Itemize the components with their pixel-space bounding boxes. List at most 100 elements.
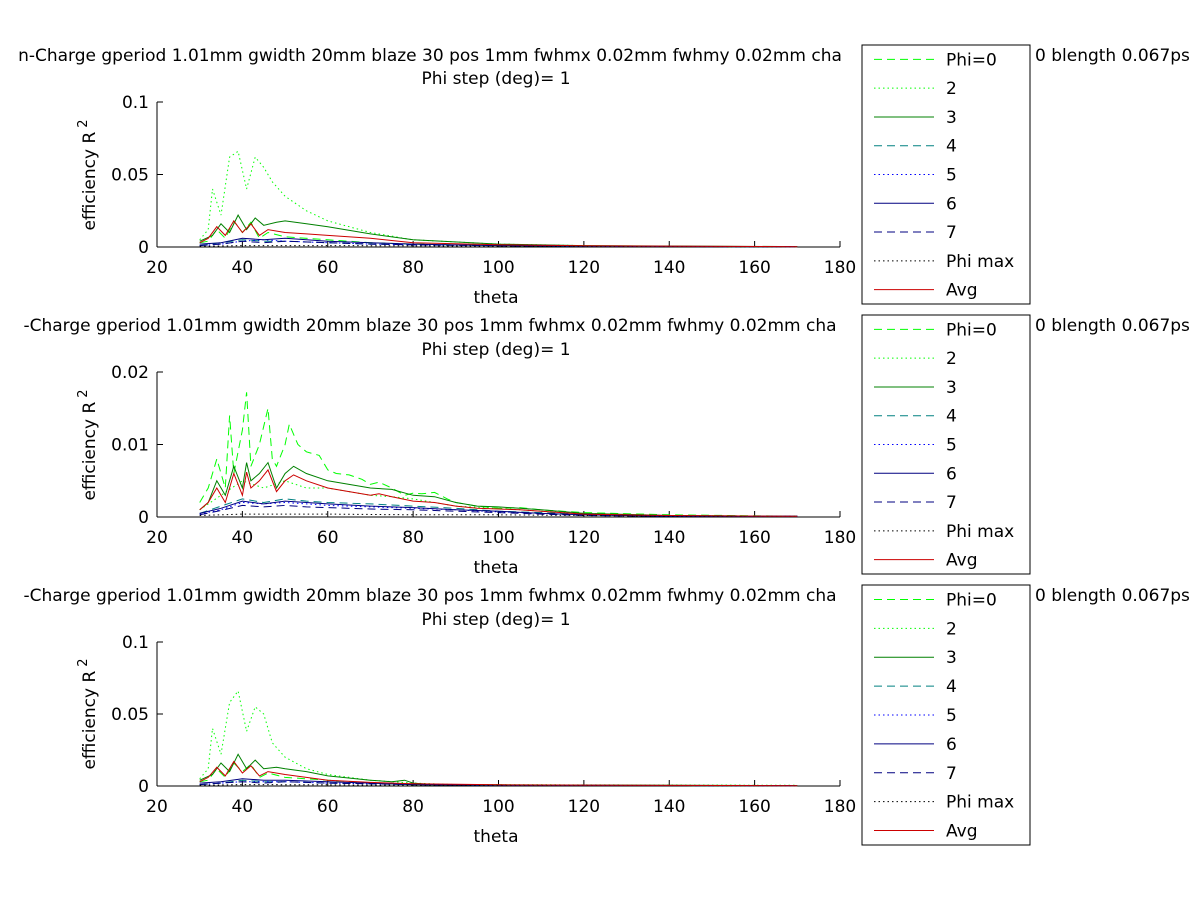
subplot-1-title-line2: Phi step (deg)= 1 <box>421 69 570 89</box>
series-line-7 <box>199 781 798 787</box>
legend-entry-label: Phi max <box>946 793 1014 813</box>
legend-entry-label: 2 <box>946 619 957 639</box>
legend-entry-label: 7 <box>946 764 957 784</box>
x-tick-label: 140 <box>653 797 685 817</box>
x-tick-label: 60 <box>317 528 339 548</box>
x-tick-label: 40 <box>232 528 254 548</box>
subplot-1-legend: Phi=0 2 3 4 5 6 7 Phi max Avg <box>861 44 1031 305</box>
legend-entry-label: Phi max <box>946 522 1014 542</box>
x-tick-label: 180 <box>824 258 856 278</box>
legend-box <box>861 314 1031 575</box>
series-line-2 <box>199 480 798 517</box>
legend-box <box>861 44 1031 305</box>
legend-entry-label: 2 <box>946 79 957 99</box>
series-line-avg <box>199 468 798 517</box>
x-tick-label: 120 <box>568 528 600 548</box>
subplot-2-ylabel-superscript: 2 <box>76 389 91 397</box>
legend-entry-label: 2 <box>946 349 957 369</box>
y-tick-label: 0 <box>138 777 149 797</box>
legend-entry-label: Phi max <box>946 252 1014 272</box>
subplot-2-plot-area: 20 40 60 80 100 120 140 160 180 0 0.01 0.02 <box>111 363 856 548</box>
subplot-1-ylabel-superscript: 2 <box>76 119 91 127</box>
subplot-3-title-tail-mask <box>1031 580 1200 610</box>
x-tick-label: 180 <box>824 528 856 548</box>
legend-entry-label: 3 <box>946 648 957 668</box>
x-tick-label: 60 <box>317 797 339 817</box>
x-tick-label: 20 <box>146 797 168 817</box>
series-line-3 <box>199 214 798 248</box>
legend-entry-label: Phi=0 <box>946 50 997 70</box>
subplot-2: -Charge gperiod 1.01mm gwidth 20mm blaze… <box>23 310 1200 578</box>
subplot-3-legend: Phi=0 2 3 4 5 6 7 Phi max Avg <box>861 584 1031 846</box>
legend-entry-label: 6 <box>946 464 957 484</box>
subplot-3-ylabel: efficiency R 2 <box>76 658 100 769</box>
x-tick-label: 140 <box>653 258 685 278</box>
x-tick-label: 20 <box>146 258 168 278</box>
series-line-phi-0 <box>199 762 798 787</box>
x-tick-label: 160 <box>738 528 770 548</box>
x-tick-label: 100 <box>482 528 514 548</box>
subplot-1-title-line1: n-Charge gperiod 1.01mm gwidth 20mm blaz… <box>18 46 842 66</box>
x-tick-label: 40 <box>232 258 254 278</box>
subplot-2-title-line1: -Charge gperiod 1.01mm gwidth 20mm blaze… <box>23 316 836 336</box>
subplot-3: -Charge gperiod 1.01mm gwidth 20mm blaze… <box>23 580 1200 847</box>
legend-box <box>861 584 1031 846</box>
legend-entry-label: Avg <box>946 281 978 301</box>
subplot-3-ylabel-superscript: 2 <box>76 658 91 666</box>
x-tick-label: 80 <box>402 258 424 278</box>
subplot-1-xlabel: theta <box>474 288 519 308</box>
legend-entry-label: 4 <box>946 407 957 427</box>
series-line-3 <box>199 461 798 517</box>
subplot-1-plot-area: 20 40 60 80 100 120 140 160 180 0 0.05 0.1 <box>111 93 856 278</box>
x-tick-label: 120 <box>568 258 600 278</box>
x-tick-label: 80 <box>402 797 424 817</box>
y-tick-label: 0 <box>138 508 149 528</box>
legend-entry-label: 7 <box>946 493 957 513</box>
subplot-3-plot-area: 20 40 60 80 100 120 140 160 180 0 0.05 0.1 <box>111 633 856 817</box>
legend-entry-label: 7 <box>946 223 957 243</box>
x-tick-label: 100 <box>482 797 514 817</box>
legend-entry-label: 6 <box>946 735 957 755</box>
subplot-3-title-tail: 0 blength 0.067ps <box>1035 586 1190 606</box>
legend-entry-label: Phi=0 <box>946 590 997 610</box>
series-line-avg <box>199 219 798 248</box>
series-line-6 <box>199 500 798 517</box>
x-tick-label: 60 <box>317 258 339 278</box>
subplot-1-ylabel: efficiency R 2 <box>76 119 100 230</box>
subplot-1-title-tail-mask <box>1031 40 1200 70</box>
subplot-1-title-tail: 0 blength 0.067ps <box>1035 46 1190 66</box>
legend-entry-label: 4 <box>946 677 957 697</box>
legend-entry-label: 4 <box>946 137 957 157</box>
subplot-2-title-line2: Phi step (deg)= 1 <box>421 340 570 360</box>
legend-entry-label: 5 <box>946 706 957 726</box>
x-tick-label: 80 <box>402 528 424 548</box>
legend-entry-label: Avg <box>946 551 978 571</box>
x-tick-label: 180 <box>824 797 856 817</box>
x-tick-label: 140 <box>653 528 685 548</box>
legend-entry-label: 5 <box>946 166 957 186</box>
x-tick-label: 20 <box>146 528 168 548</box>
legend-entry-label: Avg <box>946 822 978 842</box>
legend-entry-label: 6 <box>946 194 957 214</box>
legend-entry-label: 3 <box>946 108 957 128</box>
subplot-3-xlabel: theta <box>474 827 519 847</box>
series-line-phi-max <box>199 513 798 517</box>
series-line-avg <box>199 760 798 787</box>
x-tick-label: 100 <box>482 258 514 278</box>
subplot-1-ylabel-text: efficiency R <box>80 132 100 231</box>
subplot-2-legend: Phi=0 2 3 4 5 6 7 Phi max Avg <box>861 314 1031 575</box>
legend-entry-label: 5 <box>946 436 957 456</box>
subplot-3-ylabel-text: efficiency R <box>80 671 100 770</box>
subplot-3-title-line1: -Charge gperiod 1.01mm gwidth 20mm blaze… <box>23 586 836 606</box>
x-tick-label: 160 <box>738 258 770 278</box>
series-line-3 <box>199 753 798 787</box>
y-tick-label: 0.1 <box>122 93 149 113</box>
subplot-2-ylabel: efficiency R 2 <box>76 389 100 500</box>
subplot-2-title-tail: 0 blength 0.067ps <box>1035 316 1190 336</box>
series-line-4 <box>199 498 798 517</box>
x-tick-label: 40 <box>232 797 254 817</box>
y-tick-label: 0.1 <box>122 633 149 653</box>
y-tick-label: 0.01 <box>111 436 149 456</box>
series-line-7 <box>199 240 798 248</box>
